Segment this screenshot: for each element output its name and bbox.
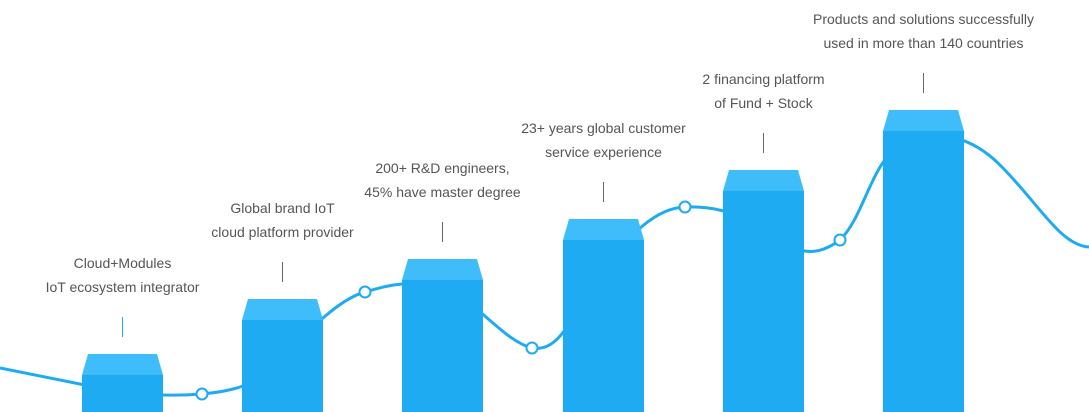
milestone-label: 23+ years global customer service experie… [454,116,754,164]
curve-node [525,341,539,355]
curve-node [833,233,847,247]
milestone-text: service experience [545,144,662,160]
milestone-text: IoT ecosystem integrator [45,279,200,295]
milestone-label: Cloud+Modules IoT ecosystem integrator [0,251,273,299]
bar-cap [723,170,804,191]
bar-cap [563,219,644,240]
bar-cap [82,354,163,375]
milestone-label: Global brand IoT cloud platform provider [133,196,433,244]
milestone-text: Products and solutions successfully [813,11,1034,27]
curve-node [195,387,209,401]
milestone-text: 200+ R&D engineers, [375,160,510,176]
milestone-text: Global brand IoT [230,200,335,216]
bar [723,191,804,412]
milestone-text: 23+ years global customer [521,120,686,136]
milestone-text: Cloud+Modules [73,255,172,271]
milestone-label: 200+ R&D engineers, 45% have master degre… [293,156,593,204]
bar [883,131,964,412]
milestone-text: of Fund + Stock [714,95,813,111]
curve-node [678,200,692,214]
milestone-label: 2 financing platform of Fund + Stock [614,67,914,115]
bar-cap [242,299,323,320]
bar [242,320,323,412]
bar [82,375,163,412]
curve-node [358,285,372,299]
milestone-label: Products and solutions successfully used … [774,7,1074,55]
milestone-text: 45% have master degree [364,184,521,200]
bar [563,240,644,412]
bar-cap [402,259,483,280]
milestone-text: 2 financing platform [702,71,825,87]
bar [402,280,483,412]
milestone-text: used in more than 140 countries [823,35,1024,51]
milestone-text: cloud platform provider [211,224,354,240]
bar-cap [883,110,964,131]
